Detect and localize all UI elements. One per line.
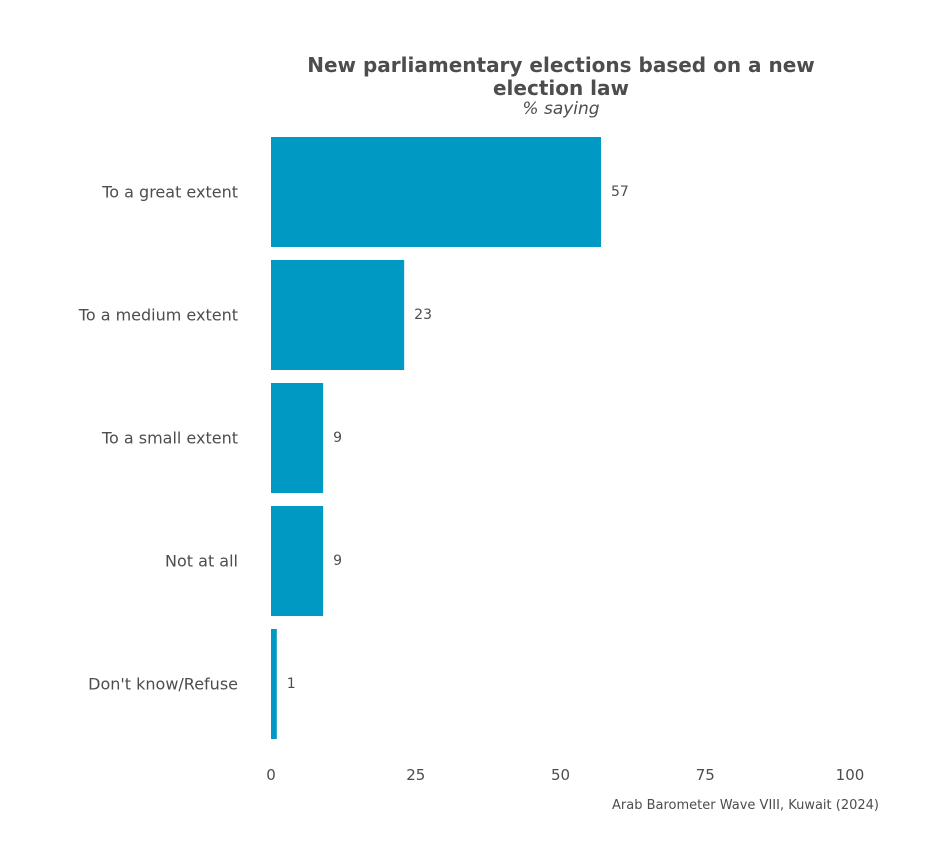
value-label: 1 [287,676,296,692]
x-tick-label: 100 [836,766,865,784]
bar-2 [271,383,324,493]
value-label: 23 [414,307,432,323]
x-tick-label: 50 [551,766,570,784]
x-tick-label: 75 [696,766,715,784]
chart-caption: Arab Barometer Wave VIII, Kuwait (2024) [612,798,879,813]
category-label: Don't know/Refuse [88,675,238,694]
chart-subtitle: % saying [522,99,599,119]
value-label: 9 [333,430,342,446]
bar-4 [271,629,277,739]
category-label: To a medium extent [78,306,238,325]
category-label: Not at all [165,552,238,571]
category-label: To a great extent [101,183,238,202]
bar-0 [271,137,602,247]
chart-title-line-2: election law [493,76,629,100]
x-tick-label: 25 [406,766,425,784]
category-label: To a small extent [101,429,238,448]
chart-title-line-1: New parliamentary elections based on a n… [307,53,815,77]
value-label: 57 [611,184,629,200]
bar-1 [271,260,405,370]
x-axis-ticks: 0 25 50 75 100 [266,766,864,784]
bars-group: To a great extent 57 To a medium extent 23 T… [78,137,629,739]
value-label: 9 [333,553,342,569]
x-tick-label: 0 [266,766,276,784]
bar-3 [271,506,324,616]
